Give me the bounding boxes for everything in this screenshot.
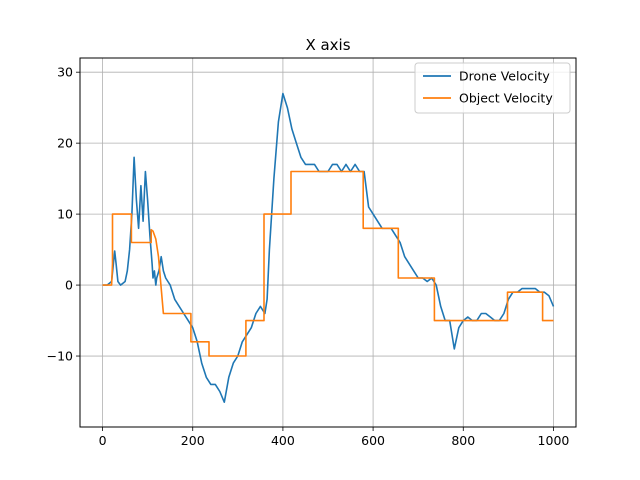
- chart-title: X axis: [305, 36, 350, 54]
- x-tick-label: 200: [181, 433, 205, 448]
- y-tick-label: −10: [47, 349, 73, 364]
- legend: Drone Velocity Object Velocity: [414, 62, 571, 114]
- y-tick-label: 20: [57, 136, 73, 151]
- tick-labels: 0 200 400 600 800 1000 −10 0 10 20 30: [47, 65, 570, 448]
- axes-frame: [79, 57, 577, 428]
- legend-label: Drone Velocity: [459, 69, 550, 84]
- x-tick-label: 0: [99, 433, 107, 448]
- x-tick-label: 400: [271, 433, 295, 448]
- x-tick-label: 1000: [538, 433, 570, 448]
- legend-label: Object Velocity: [459, 91, 553, 106]
- tick-marks: [76, 71, 554, 431]
- legend-box: [414, 62, 571, 114]
- series-layer: [102, 92, 555, 404]
- y-tick-label: 30: [57, 65, 73, 80]
- y-tick-label: 10: [57, 207, 73, 222]
- x-tick-label: 800: [451, 433, 475, 448]
- grid-lines: [80, 58, 576, 427]
- series-line-object-velocity: [102, 170, 554, 357]
- series-line-drone-velocity: [102, 92, 555, 404]
- y-tick-label: 0: [65, 278, 73, 293]
- x-tick-label: 600: [361, 433, 385, 448]
